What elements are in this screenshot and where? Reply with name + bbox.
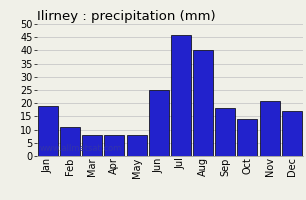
Bar <box>38 106 58 156</box>
Bar <box>260 101 280 156</box>
Bar <box>104 135 124 156</box>
Bar <box>149 90 169 156</box>
Text: Ilirney : precipitation (mm): Ilirney : precipitation (mm) <box>37 10 215 23</box>
Bar <box>171 35 191 156</box>
Bar <box>127 135 147 156</box>
Bar <box>282 111 302 156</box>
Bar <box>82 135 102 156</box>
Bar <box>215 108 235 156</box>
Bar <box>193 50 213 156</box>
Text: www.allmetsat.com: www.allmetsat.com <box>39 144 121 153</box>
Bar <box>237 119 257 156</box>
Bar <box>60 127 80 156</box>
